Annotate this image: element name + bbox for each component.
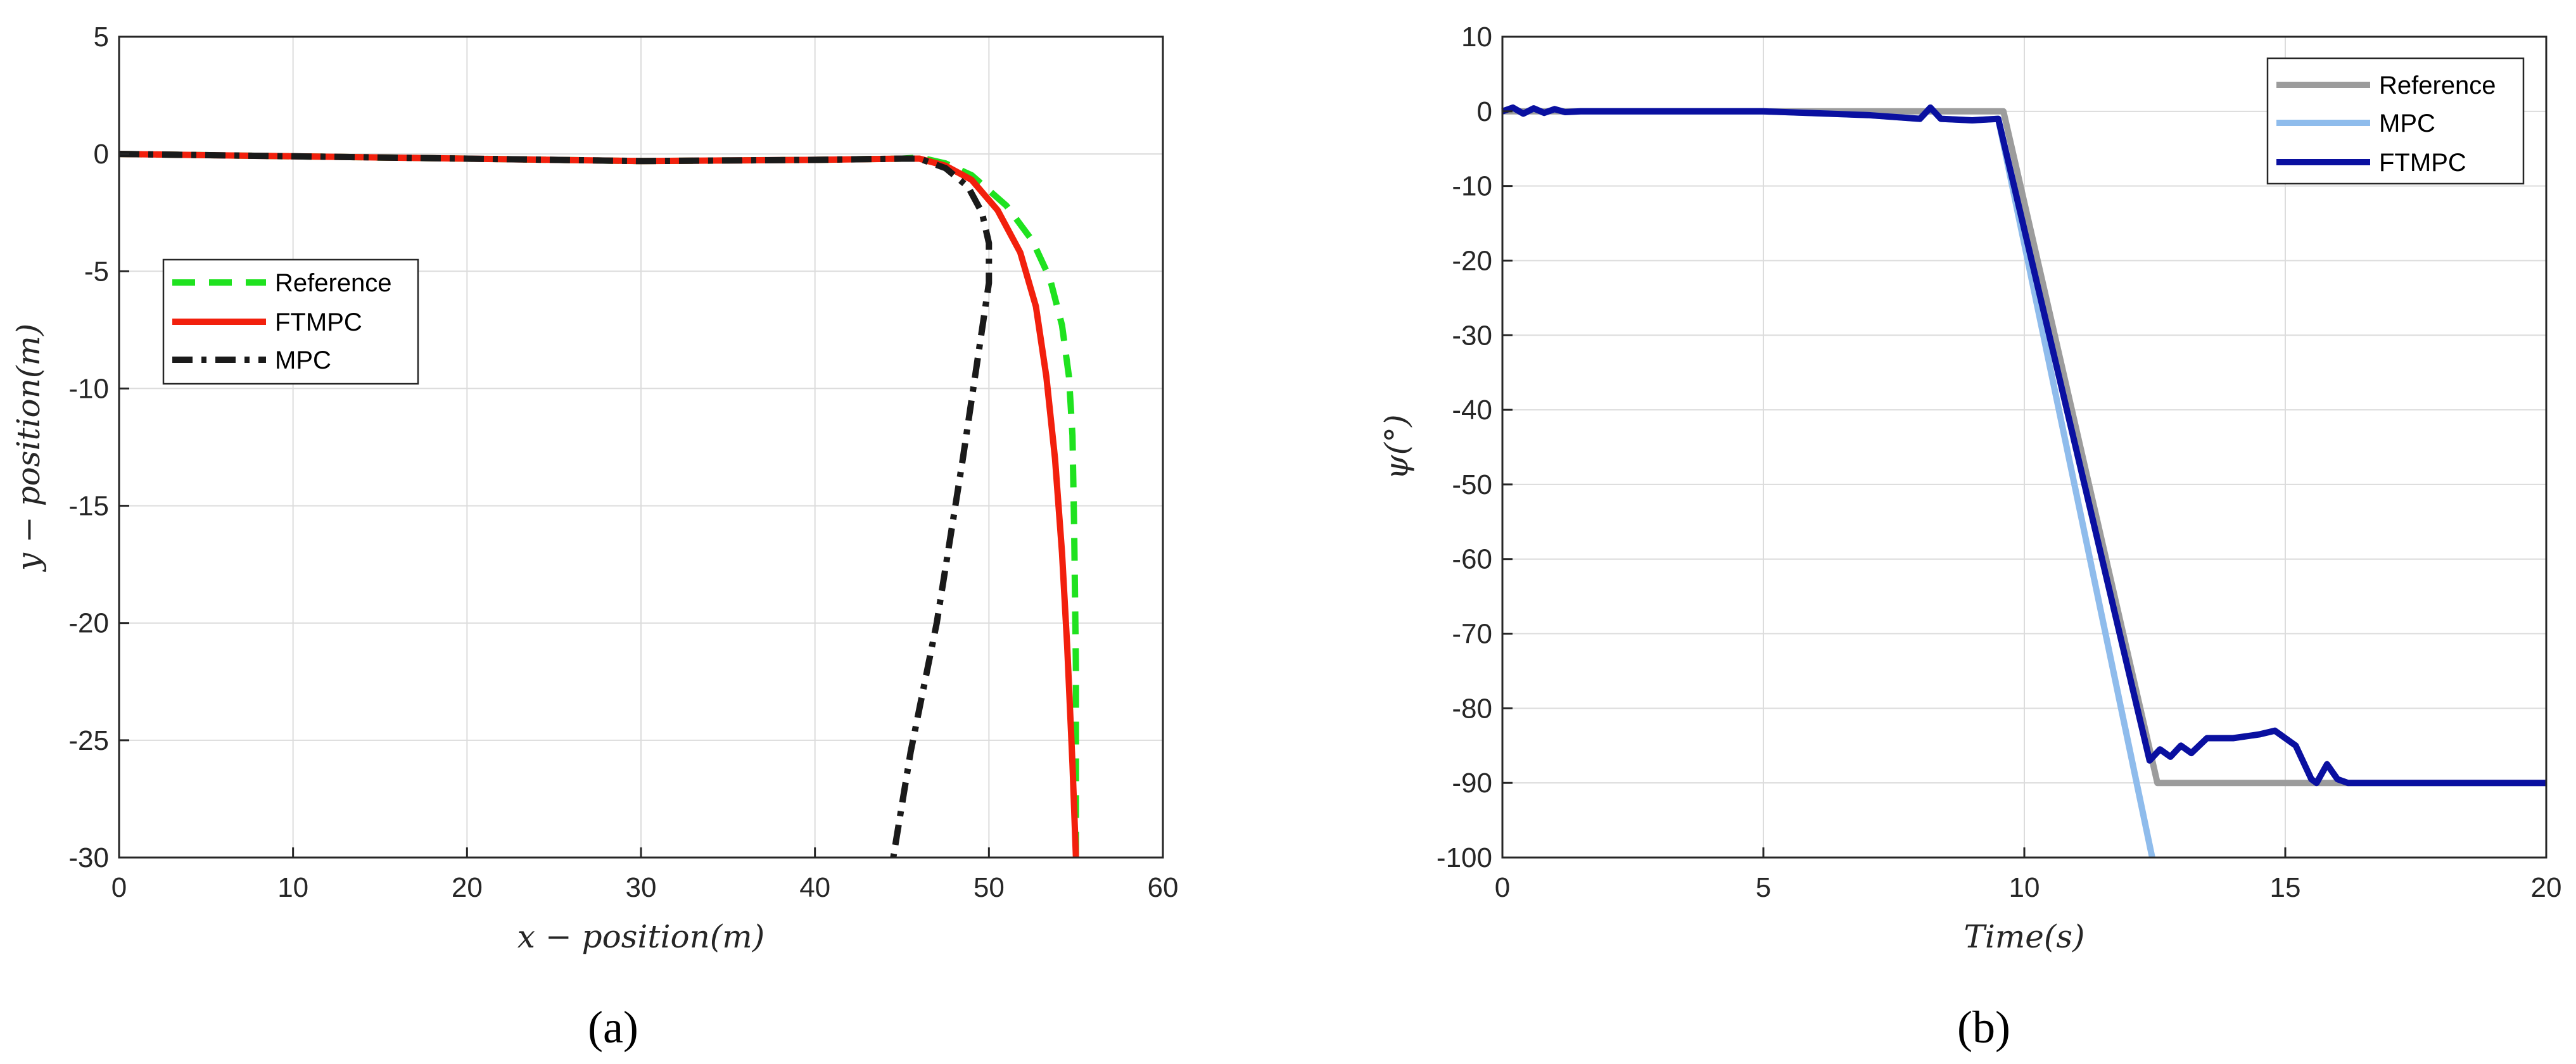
x-tick-label: 20 <box>2531 872 2562 903</box>
y-tick-label: -30 <box>1452 320 1492 351</box>
y-tick-label: 0 <box>94 139 109 170</box>
tick-labels-b: 0 5 10 15 20 10 0 -10 -20 -30 -40 -50 -60 -70 -80 -90 -1… <box>1437 22 2562 903</box>
legend-label-reference: Reference <box>275 269 392 297</box>
y-tick-label: -25 <box>68 725 109 756</box>
x-axis-label-a: x − position(m) <box>517 918 765 955</box>
series-group-a <box>118 151 1079 858</box>
legend-label-mpc-b: MPC <box>2379 110 2435 137</box>
x-tick-label: 40 <box>799 872 830 903</box>
y-tick-label: -50 <box>1452 469 1492 500</box>
y-tick-label: -80 <box>1452 693 1492 724</box>
chart-panel-b: 0 5 10 15 20 10 0 -10 -20 -30 -40 -50 -60 -70 -80 -90 -1… <box>1378 22 2561 1053</box>
y-tick-label: 0 <box>1477 96 1492 127</box>
panel-label-a: (a) <box>588 1002 638 1053</box>
y-axis-label-a: y − position(m) <box>10 324 47 573</box>
x-tick-label: 50 <box>974 872 1005 903</box>
x-tick-label: 10 <box>277 872 308 903</box>
y-tick-label: -10 <box>68 373 109 404</box>
y-tick-label: -10 <box>1452 171 1492 202</box>
grid-a <box>119 37 1163 858</box>
x-tick-label: 0 <box>111 872 127 903</box>
y-tick-label: -100 <box>1437 842 1492 873</box>
legend-label-reference-b: Reference <box>2379 72 2496 99</box>
series-group-b <box>1501 104 2546 859</box>
y-tick-label: -90 <box>1452 768 1492 799</box>
legend-label-ftmpc-b: FTMPC <box>2379 149 2466 177</box>
legend-b: Reference MPC FTMPC <box>2266 57 2525 185</box>
x-tick-label: 0 <box>1495 872 1510 903</box>
legend-a: Reference FTMPC MPC <box>162 258 419 385</box>
y-tick-label: -20 <box>68 608 109 639</box>
x-tick-label: 5 <box>1756 872 1771 903</box>
y-tick-label: -70 <box>1452 619 1492 650</box>
y-tick-label: -40 <box>1452 395 1492 426</box>
x-tick-label: 60 <box>1148 872 1179 903</box>
x-tick-label: 30 <box>626 872 657 903</box>
x-tick-label: 15 <box>2270 872 2301 903</box>
y-tick-label: -5 <box>84 256 109 287</box>
y-tick-label: -15 <box>68 491 109 522</box>
y-tick-label: -20 <box>1452 245 1492 276</box>
panel-label-b: (b) <box>1957 1002 2010 1053</box>
x-tick-label: 10 <box>2009 872 2040 903</box>
y-tick-label: 10 <box>1461 22 1492 53</box>
grid-b <box>1502 37 2546 858</box>
legend-label-mpc: MPC <box>275 346 331 374</box>
series-line-mpc <box>118 151 993 858</box>
y-tick-label: -30 <box>68 842 109 873</box>
y-tick-label: 5 <box>94 22 109 53</box>
legend-label-ftmpc: FTMPC <box>275 308 362 336</box>
y-axis-label-b: ψ(°) <box>1378 414 1415 479</box>
x-tick-label: 20 <box>452 872 483 903</box>
series-line-ftmpc <box>1501 104 2546 787</box>
y-tick-label: -60 <box>1452 544 1492 575</box>
x-axis-label-b: Time(s) <box>1964 918 2084 955</box>
